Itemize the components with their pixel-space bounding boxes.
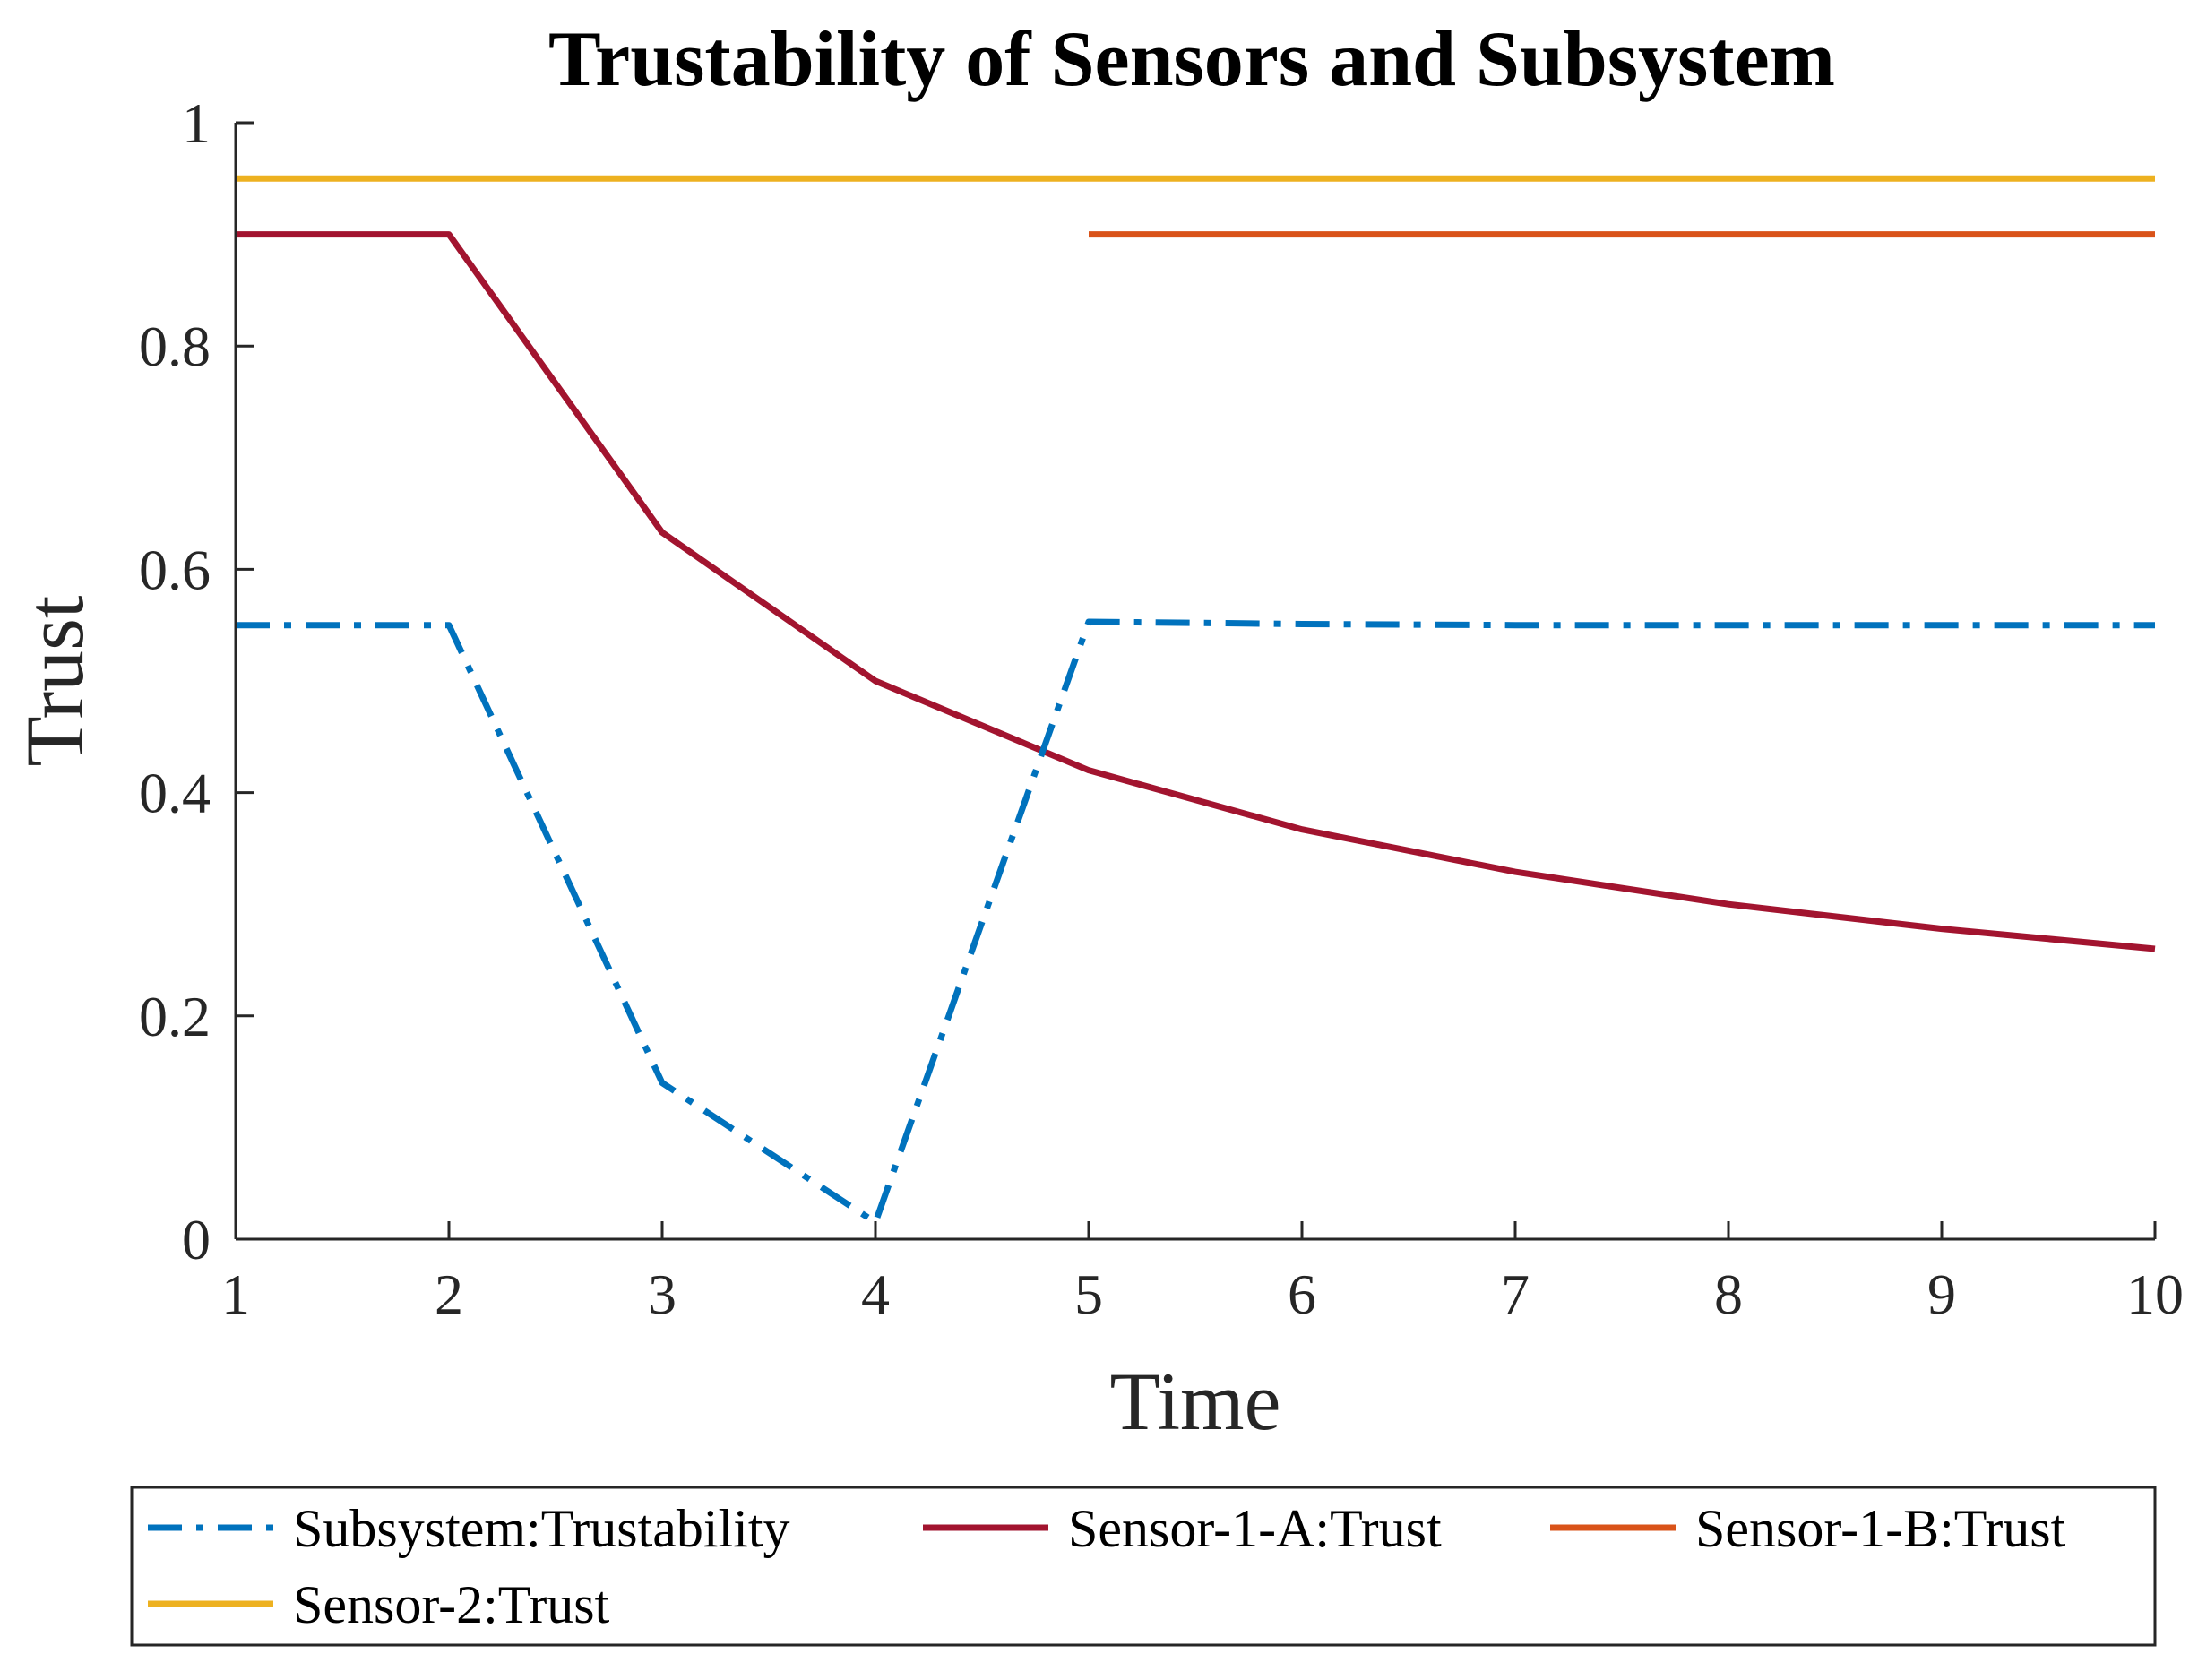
x-tick-label: 9: [1927, 1262, 1956, 1326]
y-tick-label: 0.8: [139, 314, 211, 378]
legend-item-subsystem-trustability: Subsystem:Trustability: [148, 1499, 790, 1558]
legend-items: Subsystem:Trustability Sensor-1-A:Trust Se…: [148, 1499, 2066, 1634]
x-axis-label: Time: [1110, 1356, 1281, 1447]
x-tick-label: 1: [221, 1262, 250, 1326]
legend-label: Subsystem:Trustability: [293, 1499, 790, 1558]
legend-label: Sensor-1-A:Trust: [1068, 1499, 1442, 1558]
y-tick-label: 0.6: [139, 538, 211, 601]
y-tick-label: 1: [182, 91, 211, 155]
series-line-sensor-1-a-trust: [236, 231, 2156, 952]
y-tick-label: 0.2: [139, 985, 211, 1048]
x-tick-label: 6: [1288, 1262, 1316, 1326]
y-tick-label: 0.4: [139, 762, 211, 825]
x-tick-label: 8: [1714, 1262, 1743, 1326]
legend-item-sensor-2-trust: Sensor-2:Trust: [148, 1575, 610, 1634]
legend: Subsystem:Trustability Sensor-1-A:Trust Se…: [130, 1486, 2157, 1647]
y-tick-label: 0: [182, 1208, 211, 1271]
y-axis-label: Trust: [9, 595, 100, 766]
legend-item-sensor-1-b-trust: Sensor-1-B:Trust: [1550, 1499, 2066, 1558]
series-line-subsystem-trustability: [236, 618, 2155, 1226]
x-tick-label: 10: [2126, 1262, 2184, 1326]
x-tick-label: 4: [861, 1262, 890, 1326]
legend-label: Sensor-1-B:Trust: [1695, 1499, 2066, 1558]
legend-label: Sensor-2:Trust: [293, 1575, 610, 1634]
chart-title: Trustability of Sensors and Subsystem: [548, 16, 1835, 103]
x-ticks: 1 2 3 4 5 6 7 8 9 10: [221, 1221, 2184, 1326]
y-ticks: 0 0.2 0.4 0.6 0.8 1: [139, 91, 254, 1271]
legend-box: [130, 1486, 2157, 1647]
x-tick-label: 5: [1074, 1262, 1103, 1326]
axes: [234, 123, 2155, 1241]
x-tick-label: 3: [648, 1262, 677, 1326]
legend-item-sensor-1-a-trust: Sensor-1-A:Trust: [923, 1499, 1442, 1558]
x-tick-label: 7: [1501, 1262, 1530, 1326]
x-tick-label: 2: [435, 1262, 463, 1326]
series-layer: [236, 175, 2156, 1226]
